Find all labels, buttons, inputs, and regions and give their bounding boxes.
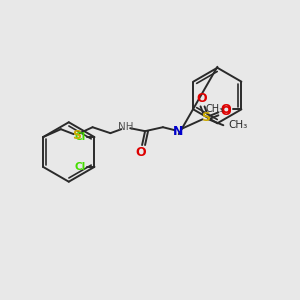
Text: S: S bbox=[201, 111, 210, 124]
Text: N: N bbox=[172, 125, 183, 138]
Text: O: O bbox=[221, 103, 232, 116]
Text: Cl: Cl bbox=[74, 132, 86, 142]
Text: O: O bbox=[136, 146, 146, 160]
Text: CH₃: CH₃ bbox=[228, 120, 248, 130]
Text: Cl: Cl bbox=[74, 162, 86, 172]
Text: S: S bbox=[72, 129, 81, 142]
Text: NH: NH bbox=[118, 122, 133, 132]
Text: CH₃: CH₃ bbox=[206, 104, 224, 114]
Text: O: O bbox=[220, 105, 231, 118]
Text: O: O bbox=[196, 92, 207, 105]
